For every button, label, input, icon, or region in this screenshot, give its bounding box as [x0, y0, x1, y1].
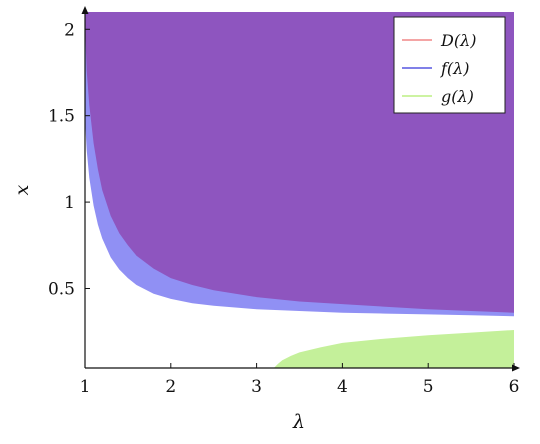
legend-label-d: D(λ) — [440, 31, 476, 50]
y-axis-label: x — [11, 184, 33, 195]
x-tick-label: 3 — [251, 377, 262, 397]
x-tick-label: 4 — [337, 377, 348, 397]
x-tick-label: 1 — [80, 377, 91, 397]
y-axis-arrow — [81, 6, 89, 14]
x-tick-label: 5 — [423, 377, 434, 397]
x-axis-arrow — [512, 364, 520, 372]
y-tick-label: 1.5 — [48, 107, 75, 127]
x-tick-label: 6 — [509, 377, 520, 397]
legend-label-f: f(λ) — [440, 59, 470, 78]
y-tick-label: 0.5 — [48, 280, 75, 300]
area-g — [273, 330, 514, 368]
legend: D(λ) f(λ) g(λ) — [393, 16, 506, 114]
x-axis-label: λ — [292, 411, 305, 433]
x-tick-label: 2 — [165, 377, 176, 397]
legend-label-g: g(λ) — [441, 87, 474, 106]
axes: 1 2 3 4 5 6 0.5 1 1.5 2 — [48, 6, 520, 397]
y-tick-label: 1 — [64, 193, 75, 213]
y-tick-label: 2 — [64, 20, 75, 40]
